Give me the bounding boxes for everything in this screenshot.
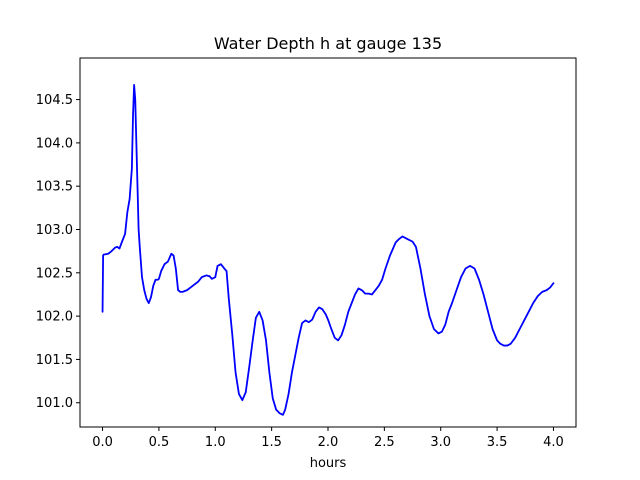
x-tick-label: 1.0 — [205, 435, 226, 450]
y-tick-label: 101.0 — [36, 396, 73, 411]
x-tick-label: 0.5 — [149, 435, 170, 450]
x-tick-label: 1.5 — [261, 435, 282, 450]
plot-area — [79, 57, 577, 428]
plot-frame — [79, 57, 577, 428]
y-tick-label: 101.5 — [36, 353, 73, 368]
x-tick-label: 2.0 — [318, 435, 339, 450]
y-tick-label: 104.5 — [36, 93, 73, 108]
y-tick-label: 103.5 — [36, 180, 73, 195]
x-tick-label: 0.0 — [92, 435, 113, 450]
x-axis-label: hours — [310, 456, 347, 471]
y-tick-label: 103.0 — [36, 223, 73, 238]
x-tick-label: 4.0 — [543, 435, 564, 450]
y-axis: 101.0 101.5 102.0 102.5 103.0 103.5 104.0 104.5 — [36, 93, 80, 411]
series-line-0 — [101, 83, 555, 416]
x-tick-label: 3.0 — [430, 435, 451, 450]
series-layer — [101, 83, 555, 416]
y-tick-label: 104.0 — [36, 136, 73, 151]
x-tick-label: 2.5 — [374, 435, 395, 450]
y-tick-label: 102.5 — [36, 266, 73, 281]
y-tick-label: 102.0 — [36, 310, 73, 325]
x-axis: 0.0 0.5 1.0 1.5 2.0 2.5 3.0 3.5 4.0 — [92, 427, 564, 450]
x-tick-label: 3.5 — [487, 435, 508, 450]
chart-title: Water Depth h at gauge 135 — [214, 34, 442, 53]
